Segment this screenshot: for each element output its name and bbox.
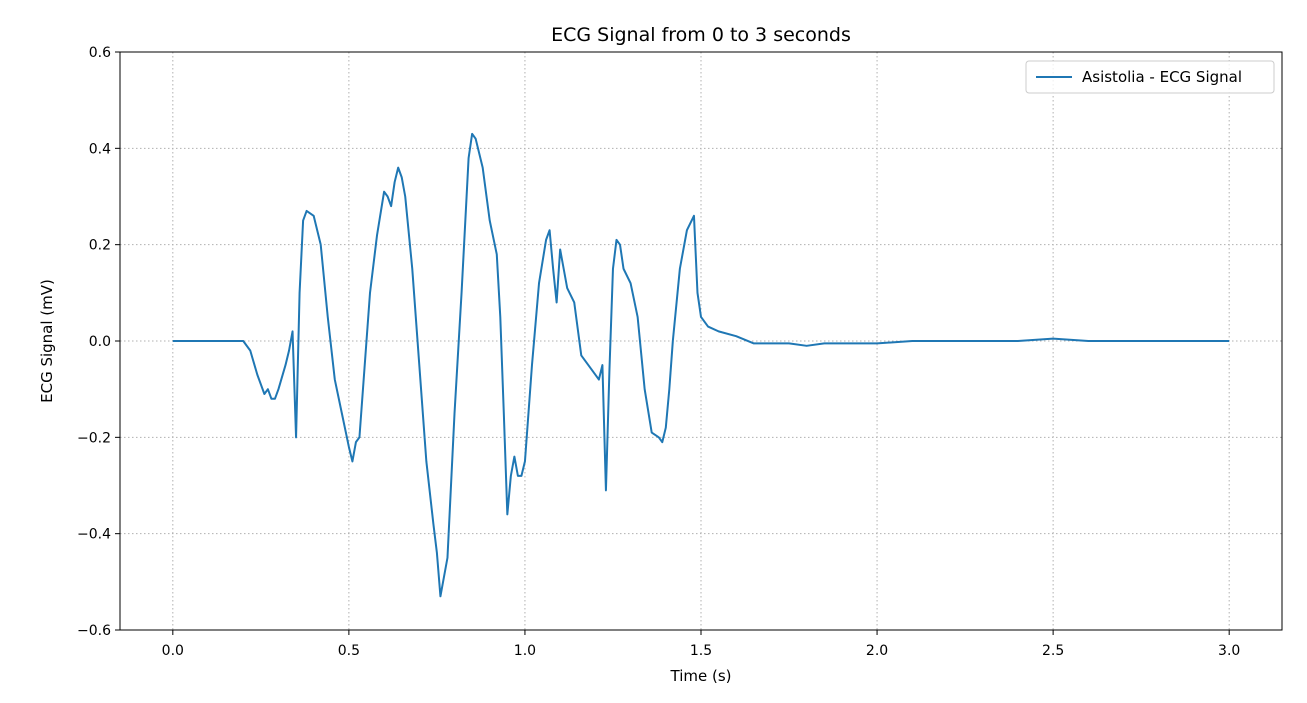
- x-tick-label: 1.0: [514, 643, 536, 659]
- chart-title: ECG Signal from 0 to 3 seconds: [551, 24, 851, 46]
- y-tick-label: 0.6: [89, 45, 111, 61]
- y-tick-label: 0.4: [89, 141, 111, 157]
- x-tick-label: 2.5: [1042, 643, 1064, 659]
- x-tick-label: 0.5: [338, 643, 360, 659]
- x-tick-label: 3.0: [1218, 643, 1240, 659]
- x-axis-label: Time (s): [670, 667, 732, 685]
- x-tick-label: 2.0: [866, 643, 888, 659]
- y-tick-label: −0.6: [77, 623, 111, 639]
- ticks: 0.0 0.5 1.0 1.5 2.0 2.5 3.0 −0.6 −0.4 −0.2 0.0 0.2 0…: [77, 45, 1240, 659]
- legend-box: [1025, 60, 1275, 94]
- y-tick-label: 0.0: [89, 334, 111, 350]
- y-tick-label: 0.2: [89, 238, 111, 254]
- y-tick-label: −0.2: [77, 430, 111, 446]
- ecg-series-line: [172, 132, 1230, 598]
- x-tick-label: 1.5: [690, 643, 712, 659]
- series-layer: [172, 132, 1230, 598]
- legend: Asistolia - ECG Signal: [1025, 60, 1275, 94]
- x-tick-label: 0.0: [162, 643, 184, 659]
- y-axis-label: ECG Signal (mV): [38, 279, 56, 403]
- legend-label: Asistolia - ECG Signal: [1082, 68, 1242, 86]
- y-tick-label: −0.4: [77, 527, 111, 543]
